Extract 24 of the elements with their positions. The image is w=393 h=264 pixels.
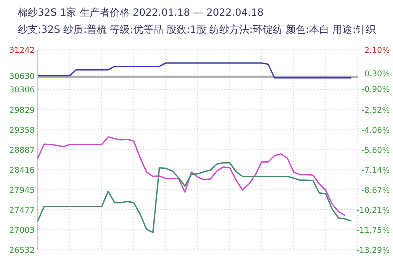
title: 棉纱32S 1家 生产者价格 2022.01.18 — 2022.04.18	[18, 8, 264, 19]
y2-tick-label: 0.30%	[364, 69, 390, 78]
y2-tick-label: -2.52%	[362, 106, 390, 116]
subtitle: 纱支:32S 纱质:普梳 等级:优等品 股数:1股 纺纱方法:环锭纺 颜色:本白 用途:针织	[18, 25, 376, 36]
y-tick-label: 29829	[10, 106, 35, 115]
y2-tick-label: -7.14%	[362, 166, 390, 176]
y2-tick-label: -4.06%	[362, 126, 390, 136]
y-tick-label: 28416	[10, 166, 35, 175]
y-tick-label: 27477	[10, 206, 35, 215]
y-tick-label: 26532	[10, 246, 35, 255]
y-tick-label: 30630	[10, 72, 35, 81]
y2-tick-label: -13.29%	[356, 246, 390, 255]
y-tick-label: 30306	[10, 86, 35, 95]
y2-tick-label: -8.67%	[362, 186, 390, 195]
y-tick-label: 28887	[10, 146, 35, 155]
y2-tick-label: -5.60%	[362, 146, 390, 156]
y2-tick-label: -0.90%	[362, 84, 390, 94]
y2-tick-label: 2.10%	[364, 46, 390, 55]
y2-tick-label: -10.21%	[356, 206, 390, 215]
y-tick-label: 31242	[10, 46, 35, 55]
y-tick-label: 27945	[10, 186, 35, 195]
y2-tick-label: -11.75%	[356, 226, 390, 235]
y-tick-label: 27003	[10, 226, 35, 235]
y-tick-label: 29358	[10, 126, 35, 135]
